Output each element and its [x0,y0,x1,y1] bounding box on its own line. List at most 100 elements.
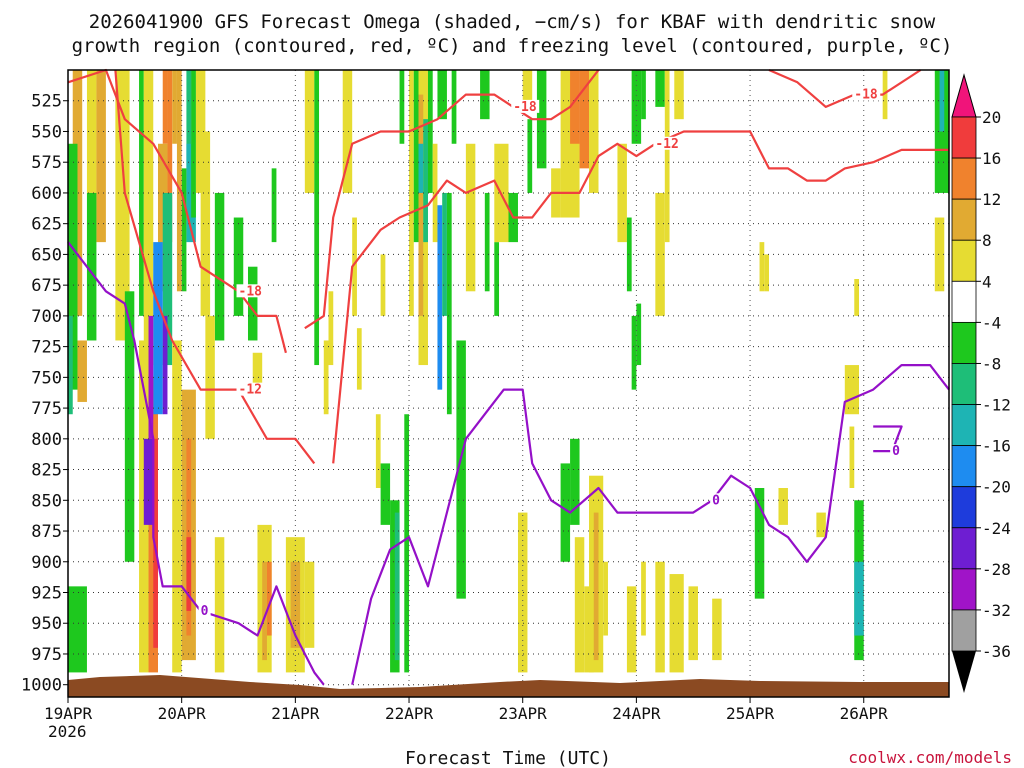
y-tick-label: 575 [31,153,62,173]
contour-label: -12 [655,137,678,152]
omega-shade-cell [124,291,135,562]
omega-shade-cell [186,537,192,611]
colorbar-tick-label: 4 [982,272,992,291]
colorbar-tick-label: -28 [982,560,1011,579]
contour-line [351,364,950,685]
omega-shade-cell [271,168,277,243]
contour-label: -18 [239,284,263,299]
omega-shade-cell [655,192,665,316]
omega-shade-cell [418,143,424,193]
colorbar-bin [951,486,977,529]
colorbar-tick-label: 8 [982,231,992,250]
omega-shade-cell [617,143,627,243]
omega-shade-cell [342,70,353,193]
omega-shade-cell [494,242,500,316]
omega-shade-cell [380,463,391,525]
x-tick-label: 26APR [840,704,889,723]
omega-shade-cell [854,561,864,636]
y-tick-label: 550 [31,122,62,142]
x-tick-label: 23APR [499,704,548,723]
x-tick-label: 22APR [385,704,434,723]
omega-shade-cell [143,70,154,366]
y-tick-label: 975 [31,645,62,665]
contour-line [332,130,949,464]
contour-label-bg [852,87,881,101]
contour-label-bg [890,444,903,458]
colorbar-tick-label: -4 [982,313,1001,332]
omega-shade-cell [148,315,154,439]
omega-shade-cell [86,70,97,193]
omega-shade-cell [186,143,196,243]
omega-shade-cell [77,340,87,402]
x-axis-label: Forecast Time (UTC) [405,748,611,768]
omega-shade-cell [409,70,414,316]
colorbar-tick-label: -8 [982,354,1001,373]
chart-title-line2: growth region (contoured, red, ºC) and f… [72,35,953,57]
y-tick-label: 825 [31,461,62,481]
y-tick-label: 700 [31,307,62,327]
contour-label-bg [653,136,682,150]
omega-shade-cell [631,315,637,390]
omega-shade-cell [404,414,410,673]
omega-shade-cell [427,70,433,193]
x-tick-label: 20APR [158,704,207,723]
omega-shade-cell [191,70,196,218]
contour-label: -18 [513,100,537,115]
plot-frame [67,69,950,698]
omega-shade-cell [186,70,192,169]
omega-shade-cell [162,70,168,144]
colorbar-tick-label: 12 [982,190,1001,209]
colorbar-bin [951,568,977,611]
omega-shade-cell [603,561,608,636]
omega-shade-cell [86,192,97,341]
omega-shade-cell [636,303,642,366]
omega-shade-cell [854,279,860,316]
omega-shade-cell [570,438,580,525]
omega-shade-cell [844,365,860,415]
colorbar-bin [951,239,977,282]
omega-shade-cell [96,70,106,243]
y-tick-label: 950 [31,614,62,634]
y-tick-label: 600 [31,184,62,204]
omega-shade-cell [626,586,637,673]
contour-line [114,69,316,465]
colorbar: 20 16 12 8 4 -4 -8 -12 -16 -20 -24 -28 -32 -36 [951,73,1011,693]
y-tick-label: 875 [31,522,62,542]
colorbar-bin [951,527,977,570]
omega-shade-cell [172,340,182,673]
omega-shade-cell [465,143,476,292]
omega-shade-cell [484,192,490,292]
omega-shade-cell [214,537,225,673]
y-tick-label: 675 [31,276,62,296]
omega-shade-cell [669,574,684,673]
ground-fill [68,675,949,697]
omega-shade-cell [247,266,258,341]
credit-link[interactable]: coolwx.com/models [848,748,1012,767]
colorbar-bottom-arrow [952,651,976,693]
omega-shade-cell [631,70,642,144]
omega-shade-cell [399,70,405,144]
omega-shade-cell [570,70,580,144]
omega-shade-cell [442,192,447,316]
colorbar-bin [951,445,977,488]
omega-shade-cell [68,586,87,673]
plot-area: -18 -18 -18 -12 -12 0 0 0 [67,68,950,698]
x-tick-label: 19APR [44,704,93,723]
colorbar-bin [951,116,977,159]
omega-shade-cell [456,340,466,599]
y-tick-label: 750 [31,368,62,388]
x-tick-sublabel: 2026 [48,722,87,741]
omega-shade-cell [816,512,826,538]
omega-shade-cell [290,561,301,648]
omega-shade-cell [153,438,158,648]
omega-shade-cell [579,70,590,169]
contour-lines: -18 -18 -18 -12 -12 0 0 0 [67,68,950,686]
omega-shade-cell [778,488,788,525]
colorbar-bin [951,363,977,405]
omega-shade-cell [153,242,163,415]
omega-shade-cell [266,561,272,636]
omega-shade-cell [423,119,428,243]
omega-shade-cell [574,537,585,673]
